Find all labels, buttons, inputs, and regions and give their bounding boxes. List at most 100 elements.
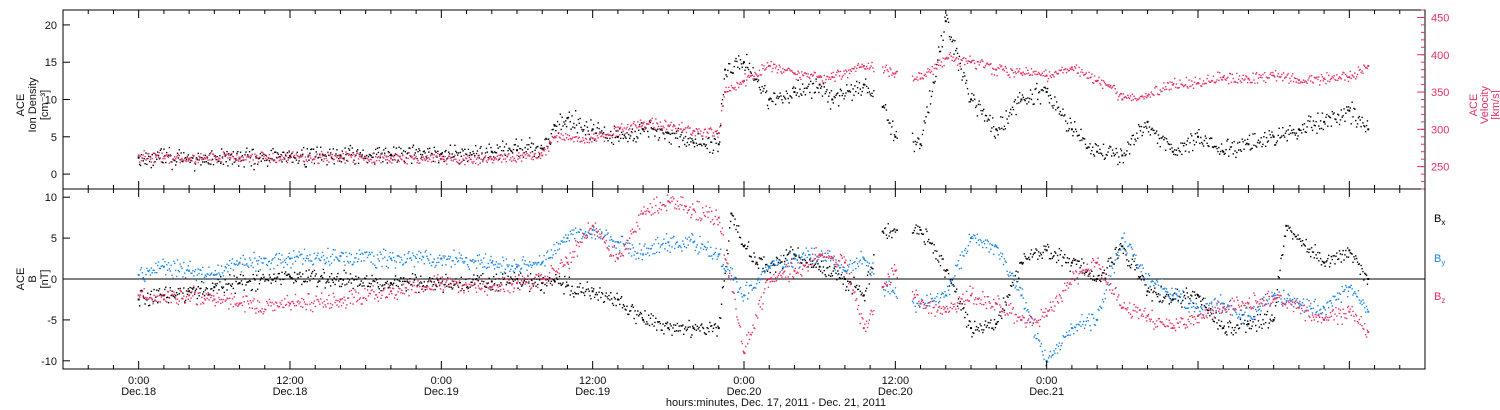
data-point: [944, 269, 947, 272]
trace-dot: [785, 90, 788, 92]
trace-dot: [547, 138, 550, 140]
trace-dot: [1083, 74, 1086, 76]
trace-dot: [1043, 86, 1045, 89]
trace-dot: [208, 154, 210, 157]
trace-dot: [814, 263, 816, 265]
trace-dot: [758, 86, 761, 89]
trace-dot: [463, 262, 465, 264]
trace-dot: [1173, 153, 1175, 156]
trace-dot: [1028, 256, 1030, 259]
trace-dot: [184, 277, 187, 279]
trace-dot: [1327, 125, 1329, 127]
trace-dot: [1229, 322, 1232, 324]
trace-dot: [956, 64, 959, 66]
trace-dot: [1185, 76, 1188, 79]
trace-dot: [864, 259, 866, 261]
trace-dot: [1219, 153, 1221, 155]
trace-dot: [700, 130, 702, 132]
trace-dot: [344, 284, 346, 286]
trace-dot: [451, 153, 453, 155]
trace-dot: [1079, 75, 1081, 77]
trace-dot: [1135, 98, 1137, 100]
trace-dot: [1264, 321, 1267, 324]
trace-dot: [757, 277, 760, 279]
trace-dot: [955, 265, 958, 267]
trace-dot: [965, 252, 968, 254]
data-point: [1348, 109, 1351, 112]
trace-dot: [594, 132, 597, 134]
trace-dot: [344, 147, 346, 149]
trace-dot: [274, 151, 277, 153]
trace-dot: [1240, 150, 1243, 152]
trace-dot: [804, 72, 807, 74]
trace-dot: [157, 154, 160, 157]
trace-dot: [725, 86, 727, 89]
trace-dot: [1297, 82, 1299, 84]
trace-dot: [1246, 142, 1248, 145]
trace-dot: [234, 161, 236, 163]
trace-dot: [611, 240, 614, 242]
trace-dot: [1343, 108, 1345, 110]
trace-dot: [1318, 76, 1320, 78]
trace-dot: [974, 237, 977, 239]
trace-dot: [335, 155, 337, 157]
trace-dot: [1178, 295, 1180, 298]
trace-dot: [1210, 137, 1213, 139]
trace-dot: [1106, 84, 1108, 86]
trace-dot: [1304, 80, 1306, 82]
trace-dot: [942, 293, 944, 295]
trace-dot: [955, 264, 957, 267]
trace-dot: [620, 235, 623, 238]
trace-dot: [186, 156, 189, 158]
trace-dot: [235, 159, 237, 161]
trace-dot: [379, 155, 381, 157]
trace-dot: [753, 286, 755, 289]
trace-dot: [992, 244, 994, 247]
trace-dot: [916, 76, 918, 78]
trace-dot: [742, 62, 744, 65]
trace-dot: [976, 329, 979, 331]
trace-dot: [963, 307, 965, 309]
trace-dot: [873, 273, 875, 275]
trace-dot: [920, 232, 923, 235]
trace-dot: [599, 131, 601, 134]
trace-dot: [940, 293, 943, 296]
trace-dot: [837, 69, 839, 72]
data-point: [591, 228, 594, 231]
trace-dot: [570, 290, 572, 292]
trace-dot: [693, 240, 696, 242]
trace-dot: [1164, 86, 1167, 88]
trace-dot: [737, 86, 740, 89]
trace-dot: [465, 257, 467, 259]
trace-dot: [312, 158, 315, 160]
trace-dot: [628, 137, 631, 140]
trace-dot: [240, 271, 243, 273]
trace-dot: [422, 156, 425, 158]
trace-dot: [1201, 141, 1203, 144]
trace-dot: [573, 296, 575, 298]
trace-dot: [706, 131, 708, 133]
trace-dot: [422, 150, 425, 153]
trace-dot: [386, 158, 389, 161]
trace-dot: [974, 235, 976, 237]
trace-dot: [819, 270, 822, 272]
trace-dot: [428, 151, 430, 153]
trace-dot: [937, 292, 939, 295]
trace-dot: [258, 157, 261, 160]
trace-dot: [482, 159, 484, 161]
trace-dot: [536, 264, 538, 266]
trace-dot: [1194, 294, 1197, 296]
trace-dot: [980, 239, 982, 242]
trace-dot: [546, 138, 548, 140]
trace-dot: [1251, 147, 1253, 150]
trace-dot: [621, 307, 624, 309]
trace-dot: [862, 87, 864, 89]
trace-dot: [347, 147, 350, 150]
trace-dot: [1195, 297, 1197, 300]
trace-dot: [1316, 132, 1318, 134]
trace-dot: [377, 151, 380, 154]
trace-dot: [979, 323, 981, 325]
trace-dot: [166, 269, 169, 271]
trace-dot: [842, 74, 844, 77]
trace-dot: [413, 266, 416, 268]
